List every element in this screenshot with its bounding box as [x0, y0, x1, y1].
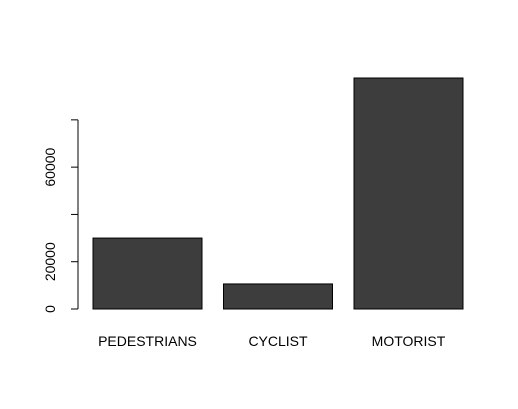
- x-tick-label: PEDESTRIANS: [98, 333, 197, 349]
- bar: [92, 237, 203, 310]
- y-tick-label: 20000: [42, 242, 58, 281]
- y-tick-label: 0: [42, 305, 58, 313]
- y-tick-label: 60000: [42, 147, 58, 186]
- x-tick-label: MOTORIST: [372, 333, 446, 349]
- bar: [223, 283, 333, 310]
- bar: [353, 77, 464, 310]
- x-tick-label: CYCLIST: [248, 333, 308, 349]
